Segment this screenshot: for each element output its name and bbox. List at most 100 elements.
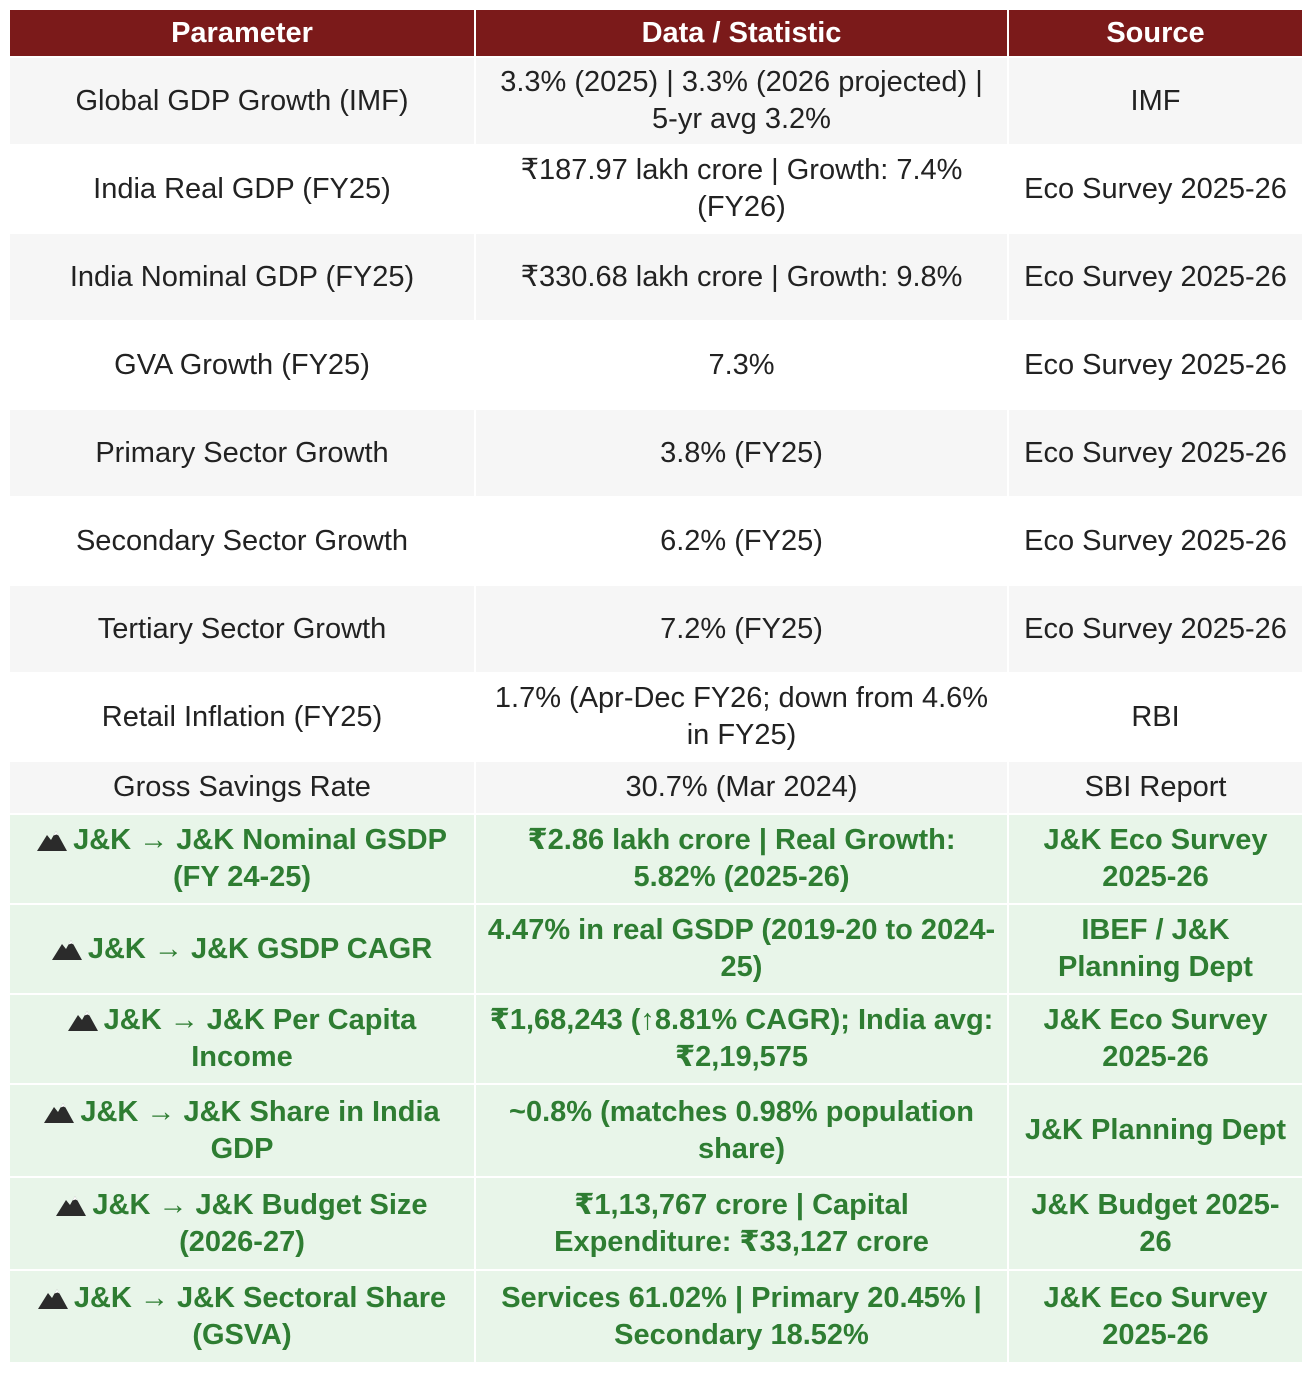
table-cell: Gross Savings Rate [8,760,476,815]
cell-text: Eco Survey 2025-26 [1024,436,1287,469]
table-row: Primary Sector Growth 3.8% (FY25) Eco Surv… [8,408,1302,498]
header-row: Parameter Data / Statistic Source [8,8,1302,58]
cell-text: Eco Survey 2025-26 [1024,524,1287,557]
table-cell: RBI [1007,672,1302,762]
cell-text: J&K Eco Survey 2025-26 [1043,824,1268,893]
cell-text: 6.2% (FY25) [660,524,823,557]
cell-text: Retail Inflation (FY25) [101,700,383,733]
cell-text: India Nominal GDP (FY25) [69,260,415,293]
header-cell: Parameter [8,8,476,58]
mountain-icon [44,1102,75,1123]
table-cell: SBI Report [1007,760,1302,815]
cell-text: Eco Survey 2025-26 [1024,612,1287,645]
cell-text: Services 61.02% | Primary 20.45% | Secon… [501,1281,982,1351]
table-cell: 3.3% (2025) | 3.3% (2026 projected) | 5-… [474,56,1009,146]
cell-text: Eco Survey 2025-26 [1024,172,1287,205]
table-row: J&K → J&K Sectoral Share (GSVA) Services … [8,1269,1302,1364]
table-row: J&K → J&K Budget Size (2026-27) ₹1,13,767… [8,1176,1302,1271]
cell-text: Tertiary Sector Growth [97,612,387,645]
cell-text: ₹187.97 lakh crore | Growth: 7.4% (FY26) [520,154,963,223]
cell-text: ~0.8% (matches 0.98% population share) [509,1095,974,1165]
table-cell: Global GDP Growth (IMF) [8,56,476,146]
cell-text: GVA Growth (FY25) [114,348,370,381]
table-cell: J&K → J&K Nominal GSDP (FY 24-25) [8,813,476,905]
table-cell: 1.7% (Apr-Dec FY26; down from 4.6% in FY… [474,672,1009,762]
table-cell: 3.8% (FY25) [474,408,1009,498]
table-cell: IMF [1007,56,1302,146]
cell-text: Secondary Sector Growth [75,524,409,557]
cell-text: Global GDP Growth (IMF) [75,84,409,117]
cell-text: J&K Eco Survey 2025-26 [1043,1004,1268,1073]
table-row: Secondary Sector Growth 6.2% (FY25) Eco Su… [8,496,1302,586]
cell-text: 3.8% (FY25) [660,436,823,469]
header-cell: Source [1007,8,1302,58]
cell-text: RBI [1131,700,1180,733]
cell-text: J&K → J&K Share in India GDP [80,1095,440,1165]
table-row: Tertiary Sector Growth 7.2% (FY25) Eco Sur… [8,584,1302,674]
cell-text: J&K → J&K Nominal GSDP (FY 24-25) [73,824,447,893]
table-cell: Eco Survey 2025-26 [1007,408,1302,498]
cell-text: SBI Report [1084,771,1227,803]
table-cell: Eco Survey 2025-26 [1007,584,1302,674]
table-cell: J&K → J&K Budget Size (2026-27) [8,1176,476,1271]
table-cell: J&K → J&K GSDP CAGR [8,903,476,995]
cell-text: J&K → J&K Per Capita Income [103,1004,417,1073]
cell-text: Gross Savings Rate [113,771,371,803]
cell-text: 7.2% (FY25) [660,612,823,645]
table-row: Retail Inflation (FY25) 1.7% (Apr-Dec FY2… [8,672,1302,762]
table-cell: J&K Budget 2025-26 [1007,1176,1302,1271]
cell-text: J&K → J&K Budget Size (2026-27) [92,1188,428,1258]
table-cell: ₹2.86 lakh crore | Real Growth: 5.82% (2… [474,813,1009,905]
table-cell: Retail Inflation (FY25) [8,672,476,762]
cell-text: ₹1,68,243 (↑8.81% CAGR); India avg: ₹2,1… [489,1004,994,1073]
cell-text: India Real GDP (FY25) [93,172,391,205]
cell-text: 1.7% (Apr-Dec FY26; down from 4.6% in FY… [494,682,989,751]
table-cell: J&K Planning Dept [1007,1083,1302,1178]
cell-text: ₹1,13,767 crore | Capital Expenditure: ₹… [554,1188,929,1258]
cell-text: Eco Survey 2025-26 [1024,348,1287,381]
table-cell: J&K Eco Survey 2025-26 [1007,993,1302,1085]
table-cell: J&K Eco Survey 2025-26 [1007,813,1302,905]
cell-text: 4.47% in real GSDP (2019-20 to 2024-25) [487,914,996,983]
table-cell: J&K → J&K Per Capita Income [8,993,476,1085]
table-cell: 4.47% in real GSDP (2019-20 to 2024-25) [474,903,1009,995]
table-cell: ₹1,13,767 crore | Capital Expenditure: ₹… [474,1176,1009,1271]
table-cell: J&K Eco Survey 2025-26 [1007,1269,1302,1364]
mountain-icon [51,939,82,960]
table-cell: J&K → J&K Sectoral Share (GSVA) [8,1269,476,1364]
mountain-icon [56,1195,87,1216]
cell-text: J&K Eco Survey 2025-26 [1043,1281,1268,1351]
cell-text: 7.3% [708,348,775,381]
table-cell: Services 61.02% | Primary 20.45% | Secon… [474,1269,1009,1364]
mountain-icon [37,831,68,851]
cell-text: ₹2.86 lakh crore | Real Growth: 5.82% (2… [527,824,956,893]
mountain-icon [67,1011,98,1031]
table-cell: 6.2% (FY25) [474,496,1009,586]
cell-text: Primary Sector Growth [95,436,389,469]
table-cell: 30.7% (Mar 2024) [474,760,1009,815]
table-cell: 7.2% (FY25) [474,584,1009,674]
table-cell: India Real GDP (FY25) [8,144,476,234]
cell-text: IMF [1130,84,1181,117]
table-cell: India Nominal GDP (FY25) [8,232,476,322]
table-row: J&K → J&K GSDP CAGR 4.47% in real GSDP (2… [8,903,1302,995]
cell-text: ₹330.68 lakh crore | Growth: 9.8% [520,260,963,293]
table-cell: ~0.8% (matches 0.98% population share) [474,1083,1009,1178]
table-row: India Real GDP (FY25) ₹187.97 lakh crore … [8,144,1302,234]
cell-text: 3.3% (2025) | 3.3% (2026 projected) | 5-… [500,66,983,135]
cell-text: J&K → J&K GSDP CAGR [87,932,433,965]
table-row: J&K → J&K Nominal GSDP (FY 24-25) ₹2.86 l… [8,813,1302,905]
cell-text: 30.7% (Mar 2024) [625,771,858,803]
table-cell: Eco Survey 2025-26 [1007,496,1302,586]
table-cell: ₹187.97 lakh crore | Growth: 7.4% (FY26) [474,144,1009,234]
header-cell: Data / Statistic [474,8,1009,58]
cell-text: Eco Survey 2025-26 [1024,260,1287,293]
table-cell: Tertiary Sector Growth [8,584,476,674]
table-wrap: Parameter Data / Statistic Source Global G… [8,8,1302,1364]
table-body: Global GDP Growth (IMF) 3.3% (2025) | 3.3… [8,56,1302,1364]
table: Parameter Data / Statistic Source Global G… [8,8,1302,1364]
table-cell: IBEF / J&K Planning Dept [1007,903,1302,995]
table-row: India Nominal GDP (FY25) ₹330.68 lakh cro… [8,232,1302,322]
table-row: J&K → J&K Per Capita Income ₹1,68,243 (↑8… [8,993,1302,1085]
